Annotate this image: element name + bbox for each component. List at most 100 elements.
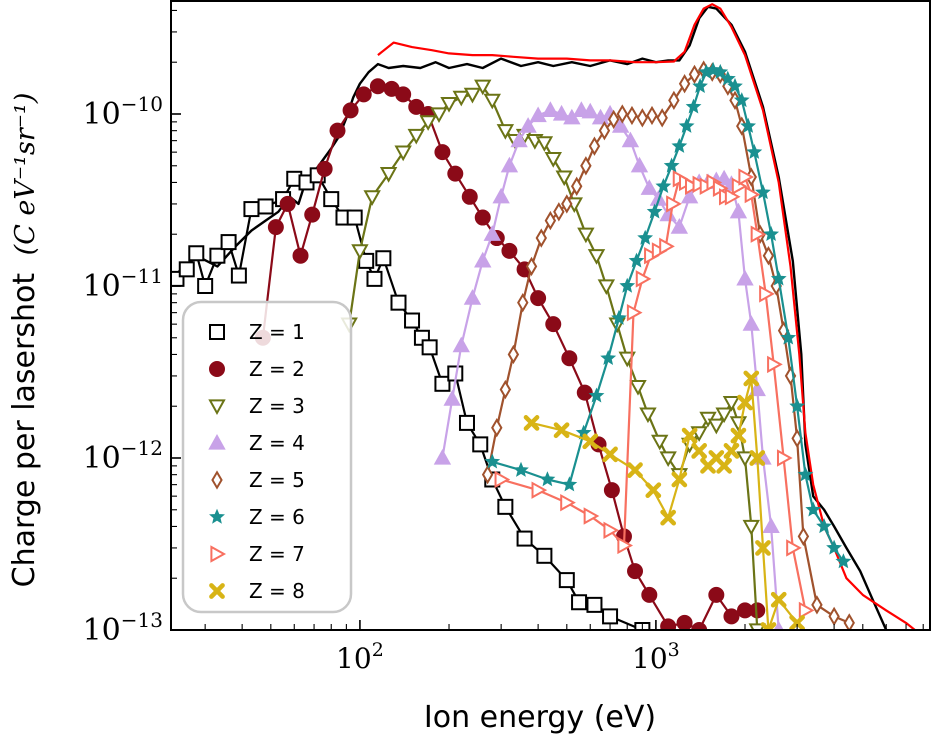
- data-point: [639, 407, 657, 424]
- data-point: [660, 509, 677, 526]
- data-point: [530, 290, 547, 307]
- data-point: [616, 104, 629, 124]
- data-point: [443, 390, 461, 406]
- legend-label: Z = 5: [249, 468, 305, 492]
- data-point: [541, 101, 560, 117]
- data-point: [602, 608, 619, 625]
- data-point: [755, 540, 771, 556]
- data-point: [763, 225, 780, 241]
- data-point: [535, 228, 548, 248]
- data-point: [497, 498, 514, 515]
- data-point: [681, 427, 698, 444]
- legend-label: Z = 6: [249, 505, 305, 529]
- data-point: [656, 108, 668, 128]
- data-point: [529, 106, 547, 123]
- data-point: [581, 102, 599, 119]
- data-point: [598, 120, 611, 141]
- data-point: [621, 131, 640, 148]
- data-point: [805, 501, 822, 517]
- data-point: [369, 78, 386, 95]
- data-point: [722, 395, 741, 412]
- x-axis-label: Ion energy (eV): [424, 700, 656, 735]
- legend-entry: Z = 2: [209, 357, 305, 381]
- data-point: [740, 117, 757, 133]
- legend-marker: [209, 583, 225, 599]
- series-z5: [481, 60, 855, 630]
- data-point: [797, 466, 814, 482]
- data-point: [750, 225, 767, 243]
- data-point: [267, 219, 284, 236]
- data-point: [577, 227, 595, 244]
- data-point: [600, 350, 617, 365]
- plot-frame: [170, 0, 931, 631]
- data-point: [668, 90, 680, 111]
- legend-marker: [209, 324, 225, 340]
- data-point: [691, 443, 708, 459]
- data-point: [188, 245, 205, 262]
- data-point: [602, 446, 618, 463]
- data-point: [651, 434, 669, 451]
- data-point: [279, 195, 296, 212]
- data-point: [712, 63, 729, 79]
- data-point: [729, 202, 748, 219]
- legend-label: Z = 4: [249, 431, 305, 455]
- data-point: [531, 481, 548, 499]
- data-point: [671, 137, 688, 153]
- data-point: [798, 601, 815, 620]
- legend-entry: Z = 4: [208, 431, 305, 455]
- legend: Z = 1 Z = 2 Z = 3 Z = 4 Z = 5 Z = 6 Z = 7 Z = 8: [181, 300, 353, 614]
- x-tick-label: 102: [336, 639, 384, 675]
- data-point: [659, 237, 675, 256]
- data-point: [744, 185, 761, 204]
- data-point: [588, 136, 601, 156]
- data-point: [797, 526, 810, 547]
- data-point: [492, 187, 510, 204]
- data-point: [762, 517, 780, 534]
- data-point: [597, 279, 616, 296]
- data-point: [663, 157, 680, 173]
- legend-marker: [211, 470, 223, 490]
- data-point: [561, 476, 578, 492]
- data-point: [342, 102, 359, 119]
- data-point: [678, 74, 691, 94]
- data-point: [767, 355, 783, 374]
- data-point: [355, 86, 372, 103]
- data-point: [708, 586, 725, 603]
- data-point: [680, 187, 699, 204]
- data-point: [811, 595, 823, 615]
- series-line: [486, 68, 850, 624]
- data-point: [611, 309, 627, 325]
- legend-marker: [209, 361, 225, 377]
- data-point: [843, 613, 855, 630]
- data-point: [523, 415, 540, 431]
- series-line: [348, 85, 759, 630]
- data-point: [496, 124, 515, 140]
- data-point: [627, 462, 643, 478]
- data-point: [742, 315, 760, 331]
- data-point: [474, 209, 491, 226]
- data-point: [434, 144, 451, 161]
- data-point: [586, 596, 603, 613]
- data-point: [748, 623, 766, 630]
- data-point: [660, 618, 677, 630]
- data-point: [178, 261, 195, 278]
- data-point: [738, 168, 755, 186]
- series-line: [491, 68, 845, 563]
- data-point: [749, 450, 766, 466]
- data-point: [748, 380, 766, 397]
- legend-box: [181, 300, 353, 614]
- legend-marker: [208, 399, 226, 416]
- y-axis-label-group: Charge per lasershot (C eV⁻¹sr⁻¹): [7, 93, 42, 588]
- data-point: [587, 249, 606, 265]
- y-tick-label: 10−10: [83, 92, 163, 132]
- data-point: [536, 547, 553, 564]
- data-point: [463, 87, 482, 104]
- series-z3: [340, 79, 766, 630]
- data-point: [759, 285, 775, 303]
- data-point: [563, 108, 581, 125]
- data-point: [636, 108, 649, 128]
- data-point: [304, 206, 321, 223]
- data-point: [640, 179, 659, 195]
- y-axis-label: Charge per lasershot: [7, 273, 42, 588]
